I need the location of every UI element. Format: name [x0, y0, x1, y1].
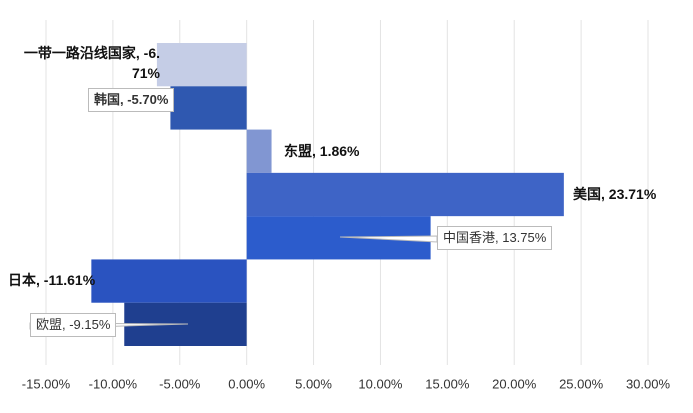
bar — [246, 129, 272, 173]
bar — [156, 43, 247, 87]
x-tick-label: 20.00% — [492, 376, 537, 391]
bar — [170, 86, 247, 130]
data-label: 中国香港, 13.75% — [437, 226, 553, 250]
x-tick-label: 25.00% — [559, 376, 604, 391]
x-tick-label: 0.00% — [228, 376, 265, 391]
x-tick-label: 10.00% — [358, 376, 403, 391]
x-tick-label: 15.00% — [425, 376, 470, 391]
data-label: 日本, -11.61% — [8, 272, 96, 288]
x-tick-label: -5.00% — [159, 376, 201, 391]
x-tick-label: 5.00% — [295, 376, 332, 391]
data-label: 东盟, 1.86% — [284, 143, 360, 159]
bar — [91, 259, 247, 303]
data-label: 欧盟, -9.15% — [30, 313, 117, 337]
data-label: 一带一路沿线国家, -6.71% — [23, 45, 160, 81]
x-tick-label: -15.00% — [22, 376, 71, 391]
x-tick-label: 30.00% — [626, 376, 671, 391]
x-tick-label: -10.00% — [89, 376, 138, 391]
bar — [246, 172, 564, 217]
data-label: 韩国, -5.70% — [88, 88, 175, 112]
data-label: 美国, 23.71% — [573, 186, 657, 202]
